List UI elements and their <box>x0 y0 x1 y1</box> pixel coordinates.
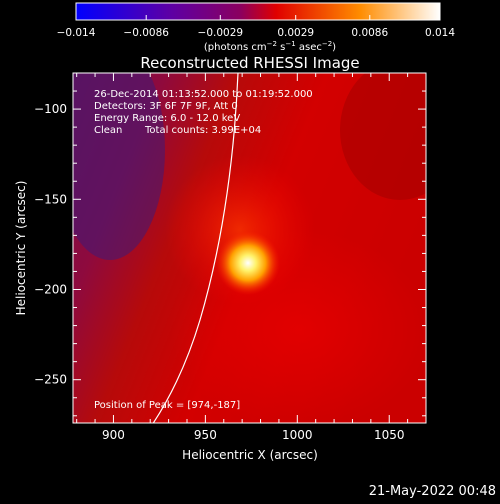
peak-position-label: Position of Peak = [974,-187] <box>94 400 240 411</box>
colorbar-ticks <box>75 15 441 20</box>
x-tick-label: 1050 <box>374 428 405 442</box>
footer-date: 21-May-2022 00:48 <box>369 484 496 499</box>
x-tick-label: 900 <box>102 428 125 442</box>
info-block: 26-Dec-2014 01:13:52.000 to 01:19:52.000… <box>94 89 313 136</box>
info-detectors: Detectors: 3F 6F 7F 9F, Att 0 <box>94 101 238 112</box>
colorbar-tick-label: 0.014 <box>425 27 455 39</box>
info-time: 26-Dec-2014 01:13:52.000 to 01:19:52.000 <box>94 89 313 100</box>
y-tick-label: −250 <box>34 373 67 387</box>
y-axis-tick-labels: −250 −200 −150 −100 <box>34 102 67 387</box>
solar-limb <box>152 73 239 423</box>
heatmap-image <box>73 73 426 423</box>
colorbar-tick-label: −0.014 <box>57 27 96 39</box>
x-axis-ticks <box>76 73 427 423</box>
colorbar-tick-label: 0.0029 <box>277 27 314 39</box>
info-counts: Total counts: 3.99E+04 <box>144 125 261 136</box>
colorbar-tick-label: 0.0086 <box>351 27 388 39</box>
colorbar-tick-labels: −0.014 −0.0086 −0.0029 0.0029 0.0086 0.014 <box>57 27 456 39</box>
x-axis-label: Heliocentric X (arcsec) <box>182 448 318 462</box>
colorbar-unit-label: (photons cm−2 s−1 asec−2) <box>204 40 336 53</box>
x-axis-tick-labels: 900 950 1000 1050 <box>102 428 405 442</box>
y-tick-label: −100 <box>34 102 67 116</box>
colorbar-tick-label: −0.0086 <box>123 27 169 39</box>
x-tick-label: 950 <box>194 428 217 442</box>
peak-source <box>216 231 280 295</box>
info-method: Clean <box>94 125 122 136</box>
y-tick-label: −150 <box>34 192 67 206</box>
chart-title: Reconstructed RHESSI Image <box>140 54 359 72</box>
info-energy: Energy Range: 6.0 - 12.0 keV <box>94 113 240 124</box>
colorbar-tick-label: −0.0029 <box>198 27 244 39</box>
colorbar <box>75 2 441 21</box>
y-axis-label: Heliocentric Y (arcsec) <box>14 181 28 316</box>
y-tick-label: −200 <box>34 282 67 296</box>
y-axis-ticks <box>73 72 426 417</box>
x-tick-label: 1000 <box>282 428 313 442</box>
plot-frame <box>72 72 427 424</box>
